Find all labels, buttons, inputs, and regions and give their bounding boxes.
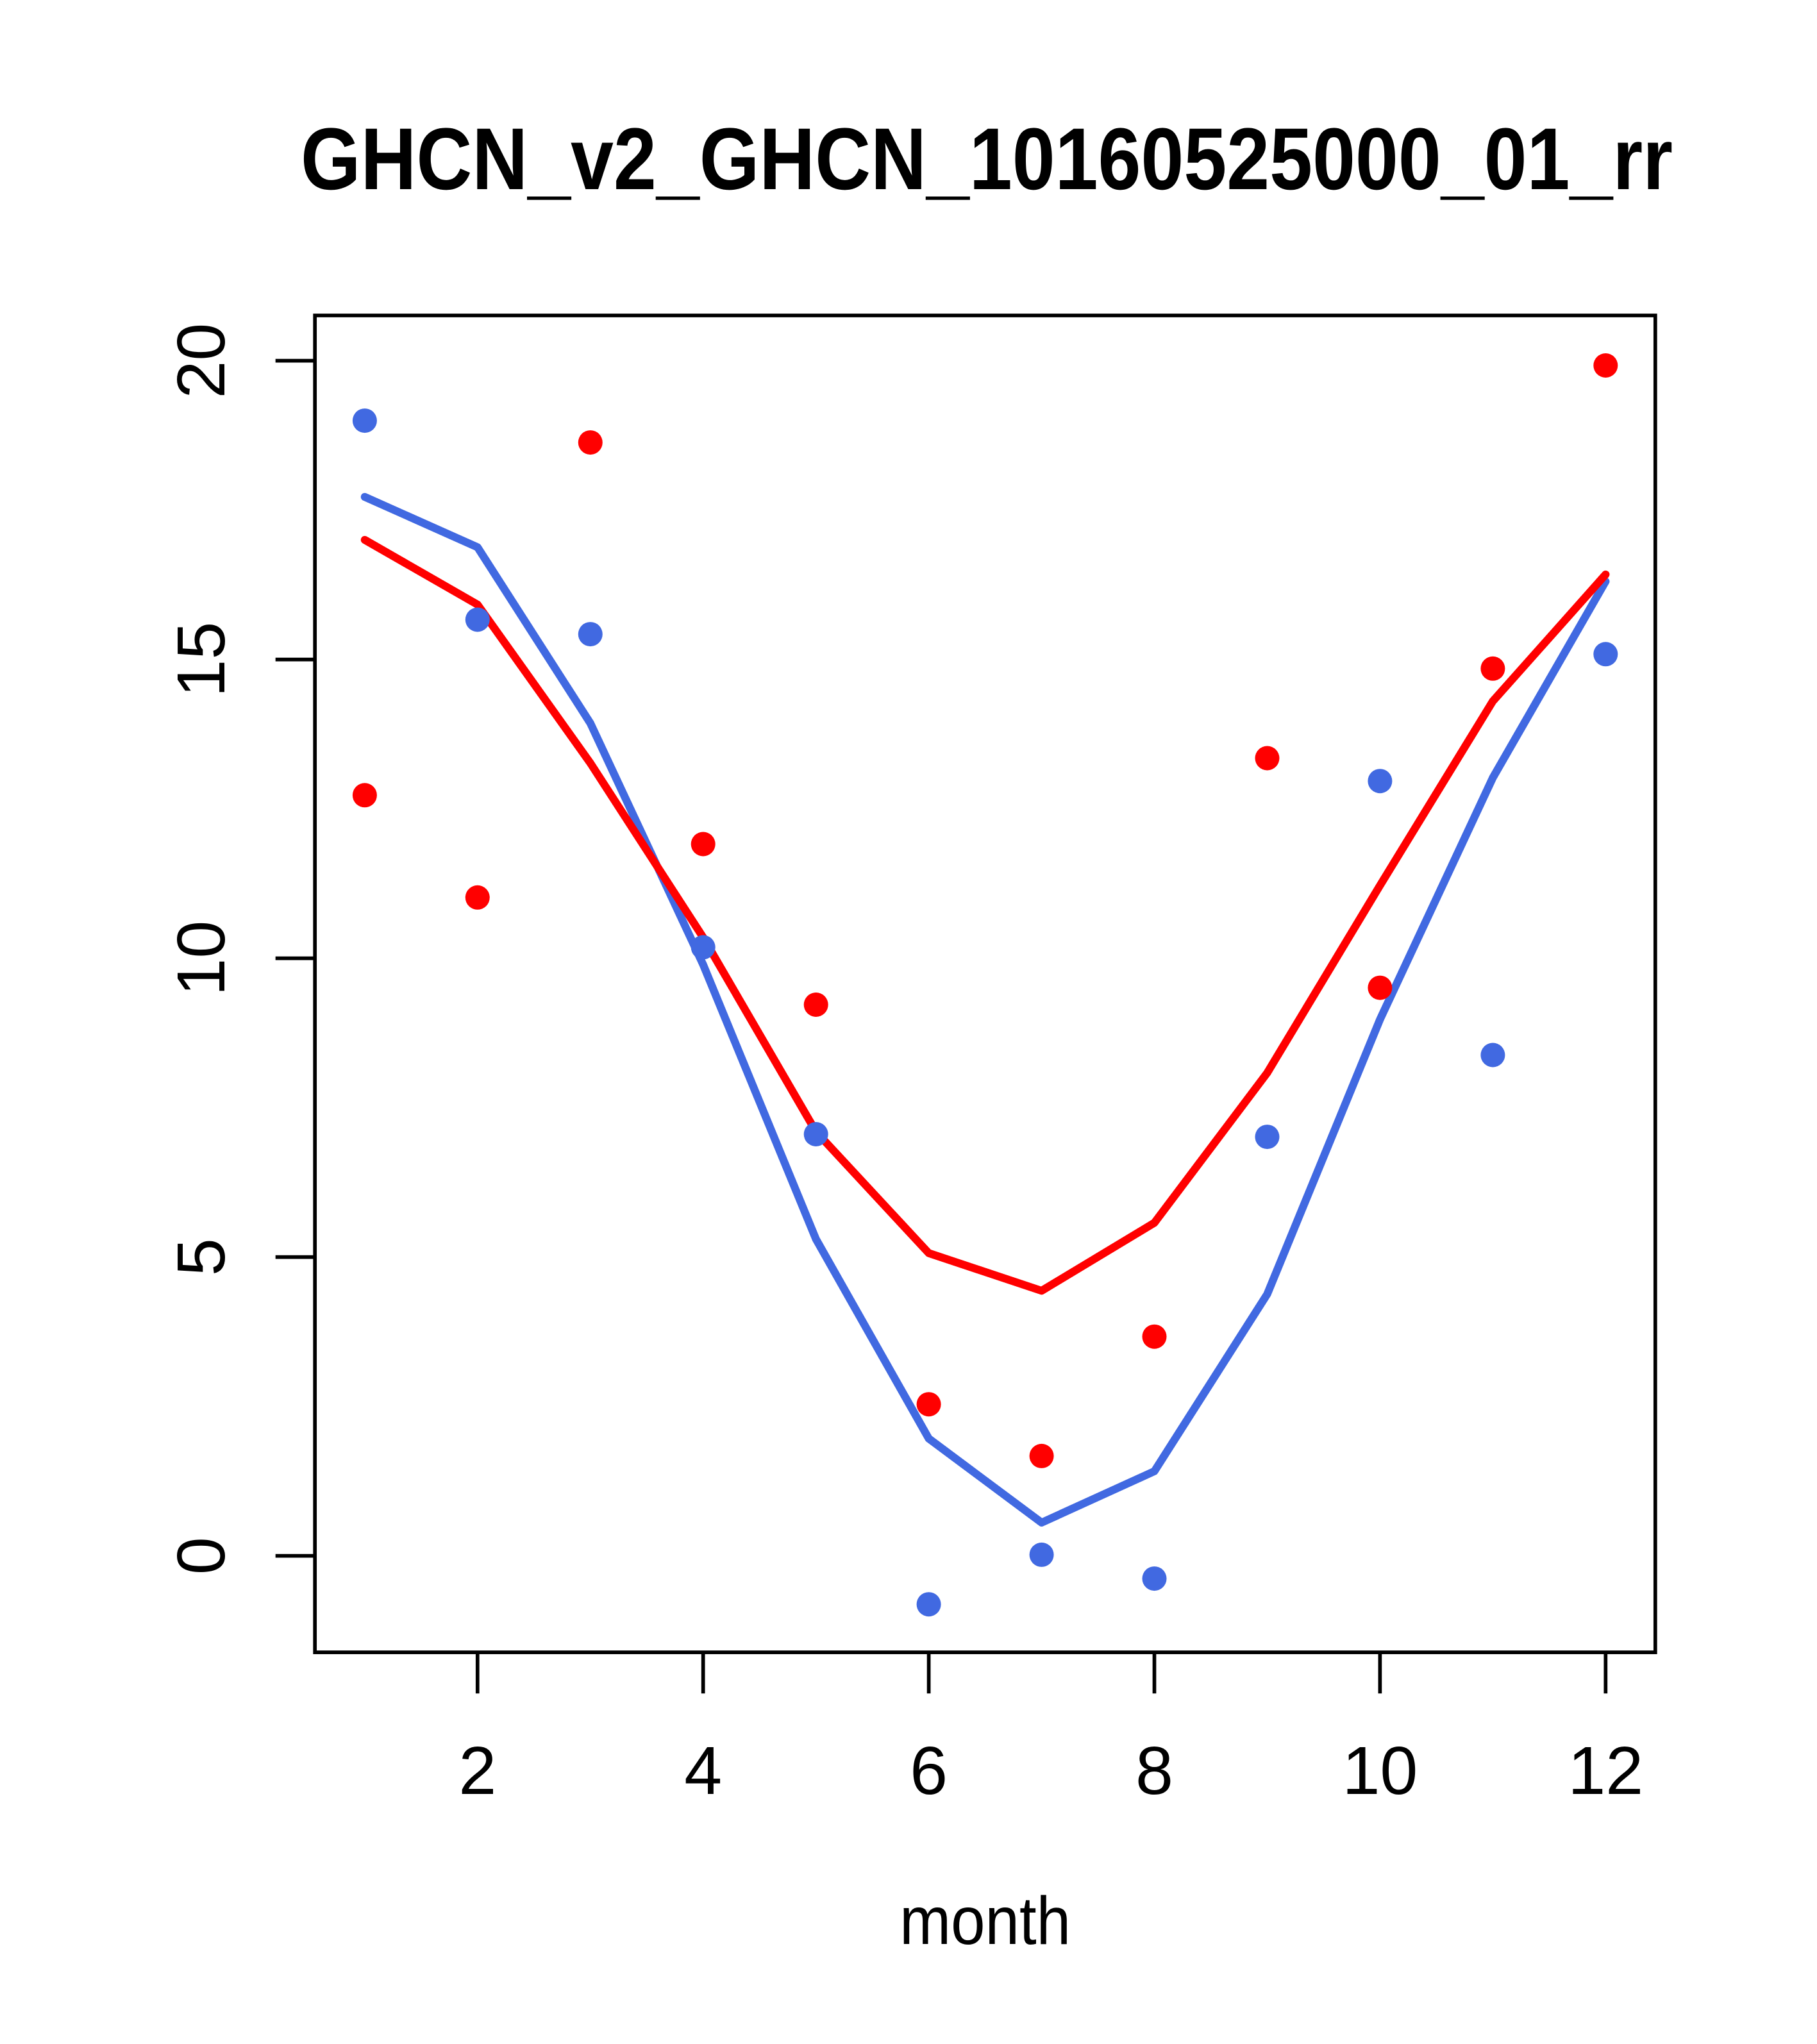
svg-text:GHCN_v2_GHCN_10160525000_01_rr: GHCN_v2_GHCN_10160525000_01_rr — [301, 110, 1673, 208]
svg-text:month: month — [900, 1883, 1071, 1959]
svg-text:12: 12 — [1568, 1733, 1643, 1809]
svg-text:4: 4 — [684, 1733, 722, 1809]
svg-text:2: 2 — [458, 1733, 496, 1809]
svg-text:20: 20 — [163, 323, 239, 399]
svg-text:8: 8 — [1135, 1733, 1173, 1809]
svg-text:5: 5 — [163, 1238, 239, 1276]
svg-text:10: 10 — [163, 921, 239, 996]
svg-text:0: 0 — [163, 1537, 239, 1575]
svg-text:6: 6 — [910, 1733, 948, 1809]
svg-text:15: 15 — [163, 622, 239, 698]
svg-text:10: 10 — [1342, 1733, 1418, 1809]
